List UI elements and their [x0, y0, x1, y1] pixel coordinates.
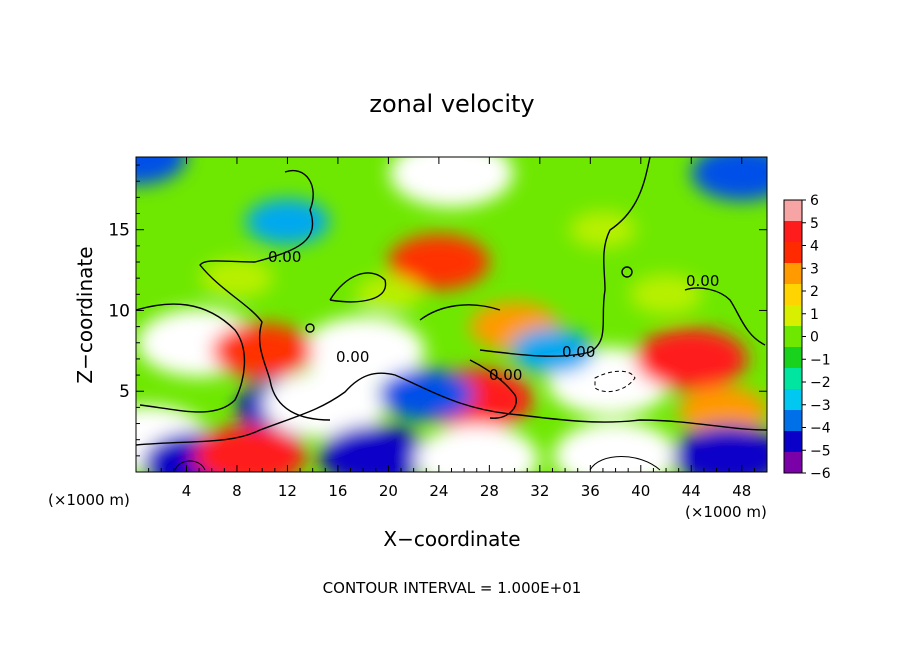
velocity-cell	[569, 211, 637, 248]
contour-line	[589, 456, 661, 471]
x-tick-label: 32	[530, 482, 549, 500]
colorbar-label: 0	[810, 330, 819, 346]
contour-line	[684, 287, 766, 346]
contour-line	[419, 304, 501, 321]
contour-label: 0.00	[686, 272, 719, 290]
colorbar-label: −1	[810, 352, 831, 368]
x-tick-label: 4	[182, 482, 192, 500]
colorbar-swatch	[784, 431, 802, 453]
colorbar-label: 4	[810, 239, 819, 255]
contour-line	[174, 460, 206, 471]
contour-line	[199, 169, 331, 421]
x-tick-label: 36	[581, 482, 600, 500]
velocity-core	[417, 157, 486, 192]
velocity-cell	[319, 424, 432, 472]
colorbar-swatch	[784, 410, 802, 432]
y-axis: 5 10 15	[108, 164, 767, 457]
colorbar: 6 5 4 3 2 1 0 −1 −2 −3 −4 −5 −6	[783, 193, 831, 482]
contour-line	[621, 266, 633, 278]
velocity-cell	[193, 424, 306, 472]
y-tick-label: 5	[119, 382, 130, 402]
velocity-cell	[510, 327, 595, 374]
contour-line	[136, 303, 246, 413]
velocity-core	[575, 362, 644, 401]
x-tick-label: 24	[429, 482, 448, 500]
contour-line	[479, 157, 651, 357]
colorbar-swatch	[784, 326, 802, 348]
contour-interval-note: CONTOUR INTERVAL = 1.000E+01	[323, 579, 582, 597]
contour-label: 0.00	[489, 366, 522, 384]
contour-line	[329, 272, 387, 303]
velocity-cell	[388, 234, 490, 290]
contour-label: 0.00	[336, 348, 369, 366]
velocity-field	[136, 157, 767, 472]
velocity-cell	[691, 157, 767, 201]
x-tick-label: 8	[232, 482, 242, 500]
plot-area: 0.00 0.00 0.00 0.00 0.00	[136, 157, 767, 472]
velocity-core	[442, 440, 511, 472]
x-tick-label: 28	[480, 482, 499, 500]
x-tick-label: 20	[379, 482, 398, 500]
colorbar-label: 1	[810, 307, 819, 323]
velocity-cell	[629, 274, 703, 315]
x-unit-left: (×1000 m)	[48, 491, 130, 509]
colorbar-swatch	[784, 368, 802, 390]
colorbar-swatch	[784, 452, 802, 474]
colorbar-swatch	[784, 263, 802, 285]
colorbar-swatch	[784, 347, 802, 369]
contour-label: 0.00	[268, 248, 301, 266]
velocity-core	[581, 437, 650, 472]
velocity-cell	[136, 157, 187, 185]
velocity-core	[329, 332, 398, 370]
x-tick-label: 16	[328, 482, 347, 500]
colorbar-label: 3	[810, 261, 819, 277]
contour-label: 0.00	[562, 343, 595, 361]
colorbar-swatch	[784, 200, 802, 222]
velocity-cell	[245, 198, 330, 245]
y-tick-label: 15	[108, 221, 130, 241]
x-tick-label: 44	[682, 482, 701, 500]
colorbar-label: −4	[810, 421, 831, 437]
colorbar-label: −6	[810, 466, 831, 482]
x-axis-label: X−coordinate	[383, 527, 520, 551]
x-unit-right: (×1000 m)	[685, 503, 767, 521]
contour-line	[594, 370, 636, 393]
velocity-cell	[354, 276, 422, 313]
colorbar-swatch	[784, 242, 802, 264]
colorbar-label: 2	[810, 284, 819, 300]
contour-line	[136, 372, 767, 446]
x-tick-label: 48	[732, 482, 751, 500]
velocity-cell	[672, 424, 767, 472]
colorbar-swatch	[784, 389, 802, 411]
velocity-cell	[678, 386, 767, 436]
colorbar-swatch	[784, 305, 802, 327]
x-tick-label: 40	[631, 482, 650, 500]
velocity-cell	[378, 368, 474, 421]
colorbar-label: −2	[810, 375, 831, 391]
contour-line	[469, 359, 517, 419]
zero-contours	[136, 157, 767, 471]
x-axis: 4 8 12 16 20 24 28 32 36 40 44 48	[148, 157, 755, 500]
contour-line	[305, 323, 315, 333]
velocity-cell	[635, 328, 748, 390]
y-tick-label: 10	[108, 301, 130, 321]
velocity-cell	[211, 323, 313, 379]
colorbar-swatch	[784, 284, 802, 306]
velocity-cell	[200, 258, 274, 299]
colorbar-swatch	[784, 221, 802, 243]
y-axis-label: Z−coordinate	[73, 246, 97, 383]
x-tick-label: 12	[278, 482, 297, 500]
colorbar-label: 6	[810, 193, 819, 209]
colorbar-label: −5	[810, 443, 831, 459]
colorbar-label: −3	[810, 398, 831, 414]
colorbar-label: 5	[810, 216, 819, 232]
chart-title: zonal velocity	[369, 90, 534, 118]
